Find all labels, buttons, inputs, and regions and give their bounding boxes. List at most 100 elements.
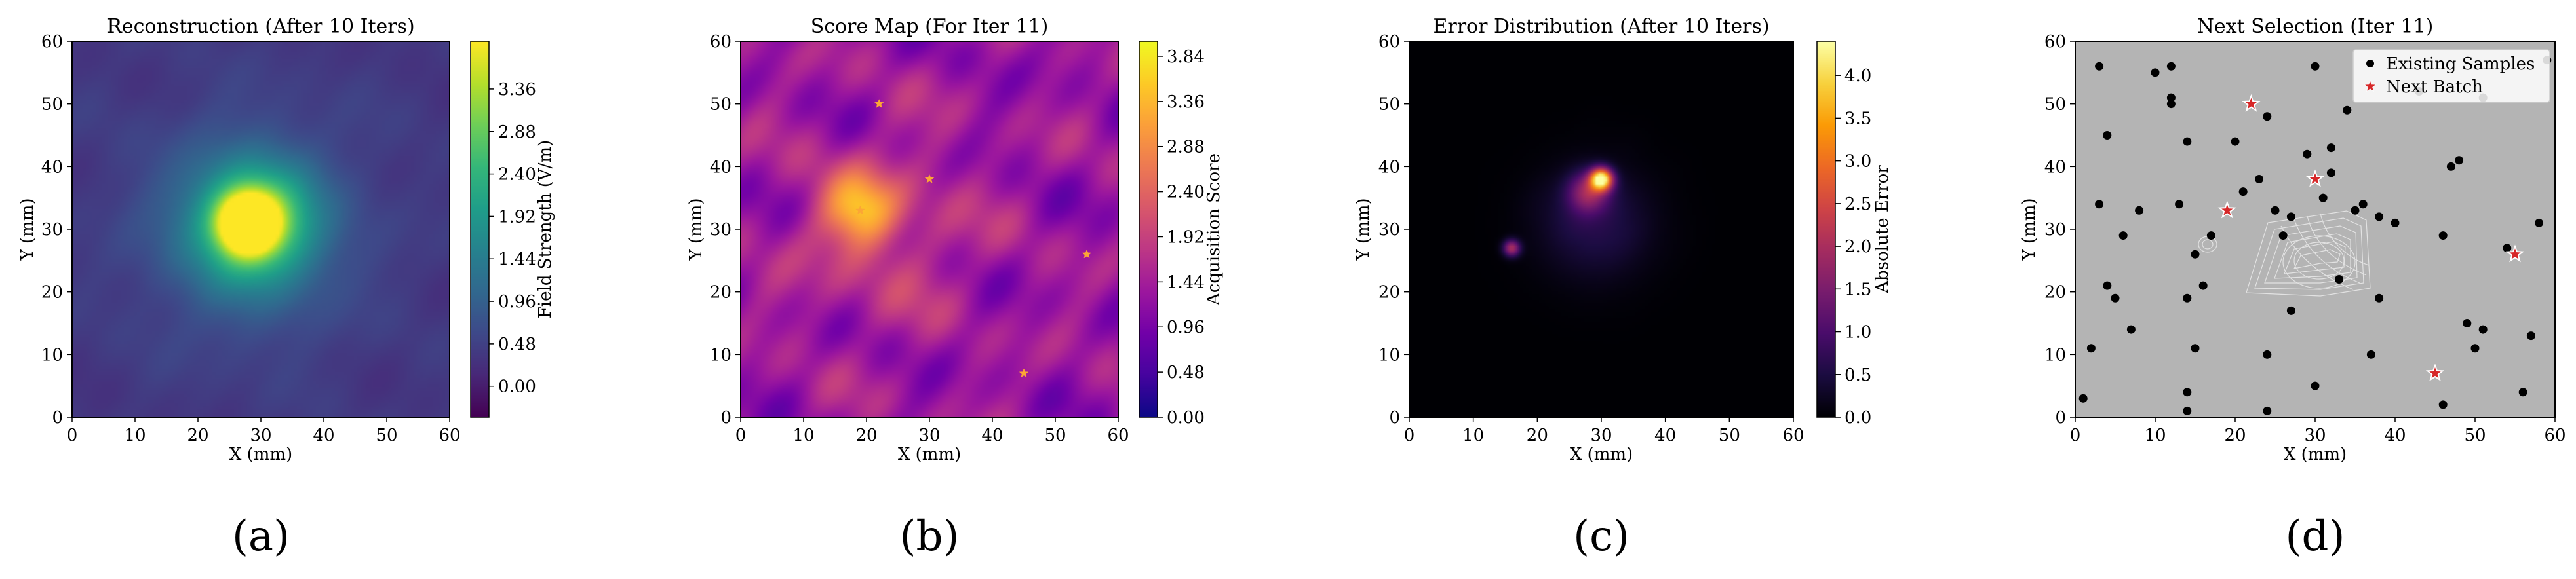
acquisition-marker	[1019, 368, 1029, 378]
existing-sample-point	[2191, 344, 2200, 353]
x-tick-label: 0	[2070, 426, 2081, 445]
legend-box	[2352, 49, 2550, 103]
colorbar-tick-label: 0.0	[1844, 408, 1871, 428]
existing-sample-point	[2086, 344, 2096, 353]
y-tick-label: 20	[1378, 283, 1400, 303]
panel-next-selection: Next Selection (Iter 11)	[2020, 15, 2566, 561]
colorbar-frame	[470, 41, 490, 418]
next-batch-point	[2242, 94, 2261, 112]
error-contour-overlay	[2198, 210, 2371, 297]
legend-marker-existing	[2366, 60, 2374, 67]
colorbar-tick-label: 3.36	[1167, 92, 1205, 112]
existing-sample-point	[2286, 212, 2295, 221]
colorbar-tick-label: 0.96	[498, 292, 536, 312]
panel-error-distribution: Error Distribution (After 10 Iters) 0 10 2…	[1354, 15, 1892, 561]
existing-sample-point	[2118, 231, 2128, 240]
y-tick-label: 40	[41, 157, 63, 177]
colorbar-tick-label: 2.5	[1844, 195, 1871, 214]
colorbar-tick-label: 2.88	[498, 122, 536, 142]
legend-label-next-batch: Next Batch	[2386, 77, 2483, 97]
y-axis-ticks: 0 10 20 30 40 50 60	[41, 32, 72, 428]
colorbar-label: Field Strength (V/m)	[536, 140, 555, 318]
y-tick-label: 0	[1389, 408, 1400, 428]
y-tick-label: 50	[710, 95, 732, 115]
existing-sample-point	[2183, 137, 2192, 146]
heatmap-image	[1409, 41, 1793, 417]
existing-sample-point	[2183, 293, 2192, 303]
colorbar	[1139, 41, 1158, 417]
existing-sample-point	[2286, 306, 2295, 315]
y-tick-label: 30	[1378, 220, 1400, 240]
existing-samples-layer	[2078, 56, 2552, 415]
colorbar-tick-label: 1.92	[1167, 227, 1205, 247]
x-tick-label: 50	[1044, 426, 1066, 445]
existing-sample-point	[2375, 293, 2384, 303]
x-tick-label: 50	[376, 426, 397, 445]
existing-sample-point	[2166, 100, 2176, 109]
existing-sample-point	[2166, 62, 2176, 71]
existing-sample-point	[2463, 319, 2472, 327]
colorbar-tick-label: 0.96	[1167, 318, 1205, 337]
existing-sample-point	[2478, 325, 2488, 334]
chart-title: Error Distribution (After 10 Iters)	[1433, 15, 1769, 38]
acquisition-marker	[924, 174, 935, 183]
existing-sample-point	[2183, 388, 2192, 397]
next-batch-point	[2425, 364, 2445, 382]
colorbar-tick-label: 1.44	[1167, 272, 1205, 292]
colorbar-tick-label: 1.5	[1844, 280, 1871, 299]
y-tick-label: 30	[710, 220, 732, 240]
next-batch-point	[2505, 244, 2525, 263]
colorbar-tick-label: 3.0	[1844, 152, 1871, 172]
existing-sample-point	[2103, 281, 2112, 290]
x-tick-label: 40	[313, 426, 334, 445]
existing-sample-point	[2311, 62, 2320, 71]
existing-sample-point	[2343, 105, 2352, 115]
colorbar-frame	[1816, 41, 1836, 418]
existing-sample-point	[2078, 394, 2088, 403]
existing-sample-point	[2326, 168, 2335, 177]
colorbar-ticks: 0.00 0.48 0.96 1.44 1.92 2.40 2.88 3.36	[489, 80, 536, 397]
colorbar-tick-label: 0.48	[498, 335, 536, 354]
existing-sample-point	[2111, 293, 2120, 303]
x-tick-label: 20	[187, 426, 208, 445]
colorbar-frame	[1139, 41, 1158, 418]
existing-sample-point	[2175, 200, 2184, 209]
y-tick-label: 20	[2044, 283, 2066, 303]
existing-sample-point	[2351, 206, 2360, 215]
y-tick-label: 20	[710, 283, 732, 303]
existing-sample-point	[2335, 275, 2344, 284]
colorbar-tick-label: 2.40	[498, 165, 536, 185]
existing-sample-point	[2238, 187, 2248, 196]
x-tick-label: 0	[735, 426, 747, 445]
existing-sample-point	[2535, 218, 2544, 227]
x-tick-label: 60	[1107, 426, 1129, 445]
existing-sample-point	[2135, 206, 2144, 215]
existing-sample-point	[2183, 406, 2192, 415]
y-tick-label: 10	[1378, 345, 1400, 365]
y-axis-label: Y (mm)	[2020, 198, 2039, 261]
existing-sample-point	[2278, 231, 2288, 240]
colorbar-tick-label: 3.84	[1167, 47, 1205, 67]
colorbar	[1817, 41, 1835, 417]
panel-label: (a)	[232, 512, 290, 561]
colorbar-label: Acquisition Score	[1204, 153, 1224, 306]
y-tick-label: 60	[1378, 32, 1400, 52]
y-axis-ticks: 0 10 20 30 40 50 60	[2044, 32, 2075, 428]
heatmap-image	[741, 41, 1118, 417]
colorbar-tick-label: 1.0	[1844, 323, 1871, 343]
colorbar-tick-label: 0.48	[1167, 363, 1205, 383]
colorbar-tick-label: 3.5	[1844, 109, 1871, 128]
acquisition-marker	[855, 205, 865, 215]
existing-sample-point	[2271, 206, 2280, 215]
y-axis-ticks: 0 10 20 30 40 50 60	[710, 32, 741, 428]
colorbar	[471, 41, 489, 417]
existing-sample-point	[2326, 143, 2335, 153]
x-tick-label: 10	[2144, 426, 2166, 445]
x-tick-label: 20	[1527, 426, 1548, 445]
chart-title: Score Map (For Iter 11)	[811, 15, 1049, 38]
existing-sample-point	[2263, 350, 2272, 359]
panel-score-map: Score Map (For Iter 11) 0 10 20 30 40 50 60 0 1…	[686, 15, 1224, 561]
x-tick-label: 20	[2224, 426, 2246, 445]
y-tick-label: 60	[2044, 32, 2066, 52]
x-axis-label: X (mm)	[229, 445, 292, 464]
